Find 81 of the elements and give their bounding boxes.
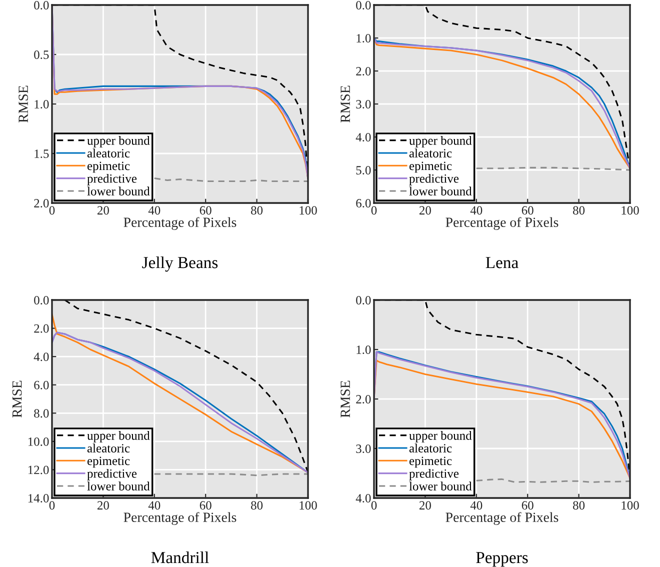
- y-axis-title: RMSE: [340, 380, 350, 418]
- legend-label: upper bound: [409, 136, 472, 148]
- x-tick-label: 0: [371, 501, 377, 510]
- x-tick-label: 0: [49, 501, 55, 510]
- x-tick-label: 40: [148, 501, 160, 510]
- text: Mandrill: [151, 551, 209, 564]
- legend-label: epimetic: [87, 456, 130, 468]
- x-tick-label: 60: [522, 501, 534, 510]
- y-tick-label: 0.0: [356, 296, 371, 305]
- y-tick-label: 3.0: [356, 444, 371, 454]
- x-axis-title: Percentage of Pixels: [446, 217, 558, 230]
- legend-label: lower bound: [87, 186, 150, 196]
- x-tick-label: 20: [420, 206, 431, 215]
- x-tick-label: 100: [300, 501, 317, 510]
- y-tick-label: 3.0: [356, 100, 371, 109]
- y-axis-title: RMSE: [18, 86, 28, 123]
- legend-label: upper bound: [87, 431, 150, 442]
- x-tick-label: 80: [573, 501, 585, 510]
- y-tick-label: 10.0: [28, 437, 49, 446]
- legend-label: predictive: [87, 174, 137, 186]
- y-tick-label: 4.0: [34, 352, 49, 362]
- legend-label: predictive: [87, 469, 137, 480]
- legend-label: lower bound: [87, 482, 150, 490]
- y-tick-label: 2.0: [34, 199, 49, 208]
- x-tick-label: 40: [470, 206, 482, 215]
- legend-label: aleatoric: [409, 148, 452, 158]
- x-tick-label: 20: [420, 501, 431, 510]
- x-tick-label: 100: [300, 206, 317, 215]
- x-axis-title: Percentage of Pixels: [446, 512, 558, 525]
- y-tick-label: 8.0: [34, 409, 49, 418]
- x-tick-label: 20: [98, 206, 109, 215]
- text: Lena: [486, 257, 518, 268]
- legend-label: aleatoric: [87, 444, 130, 452]
- y-tick-label: 2.0: [34, 324, 49, 333]
- y-tick-label: 5.0: [356, 166, 371, 175]
- x-tick-label: 0: [49, 206, 55, 215]
- legend-label: aleatoric: [409, 444, 452, 452]
- x-tick-label: 60: [200, 206, 212, 215]
- x-tick-label: 40: [470, 501, 482, 510]
- legend-label: lower bound: [409, 482, 472, 490]
- y-tick-label: 6.0: [34, 380, 49, 390]
- y-axis-title: RMSE: [12, 380, 22, 418]
- x-tick-label: 0: [371, 206, 377, 215]
- y-tick-label: 14.0: [28, 494, 49, 503]
- x-tick-label: 80: [251, 501, 263, 510]
- x-tick-label: 80: [251, 206, 263, 215]
- y-tick-label: 0.0: [34, 1, 49, 10]
- y-tick-label: 1.0: [356, 34, 371, 43]
- y-tick-label: 6.0: [356, 199, 371, 208]
- y-tick-label: 4.0: [356, 494, 371, 503]
- legend-label: epimetic: [409, 162, 452, 173]
- y-tick-label: 4.0: [356, 133, 371, 142]
- y-tick-label: 2.0: [356, 395, 371, 404]
- legend-label: predictive: [409, 469, 459, 480]
- y-tick-label: 1.0: [356, 346, 371, 354]
- legend-label: upper bound: [87, 136, 150, 148]
- x-tick-label: 80: [573, 206, 585, 215]
- y-tick-label: 2.0: [356, 67, 371, 76]
- y-tick-label: 1.5: [34, 150, 49, 158]
- x-axis-title: Percentage of Pixels: [124, 512, 236, 525]
- x-tick-label: 60: [522, 206, 534, 215]
- x-axis-title: Percentage of Pixels: [124, 217, 236, 230]
- y-tick-label: 0.5: [34, 50, 49, 60]
- x-tick-label: 100: [622, 501, 639, 510]
- y-tick-label: 0.0: [356, 1, 371, 10]
- y-tick-label: 0.0: [34, 296, 49, 305]
- legend-label: epimetic: [87, 162, 130, 173]
- y-axis-title: RMSE: [340, 86, 350, 123]
- y-tick-label: 12.0: [28, 466, 49, 474]
- legend-label: epimetic: [409, 456, 452, 468]
- text: Jelly Beans: [142, 256, 218, 272]
- legend-label: predictive: [409, 174, 459, 186]
- x-tick-label: 100: [622, 206, 639, 215]
- legend-label: upper bound: [409, 431, 472, 442]
- legend-label: aleatoric: [87, 148, 130, 158]
- y-tick-label: 1.0: [34, 100, 49, 109]
- x-tick-label: 40: [148, 206, 160, 215]
- x-tick-label: 20: [98, 501, 109, 510]
- x-tick-label: 60: [200, 501, 212, 510]
- text: Peppers: [476, 552, 528, 567]
- legend-label: lower bound: [409, 186, 472, 196]
